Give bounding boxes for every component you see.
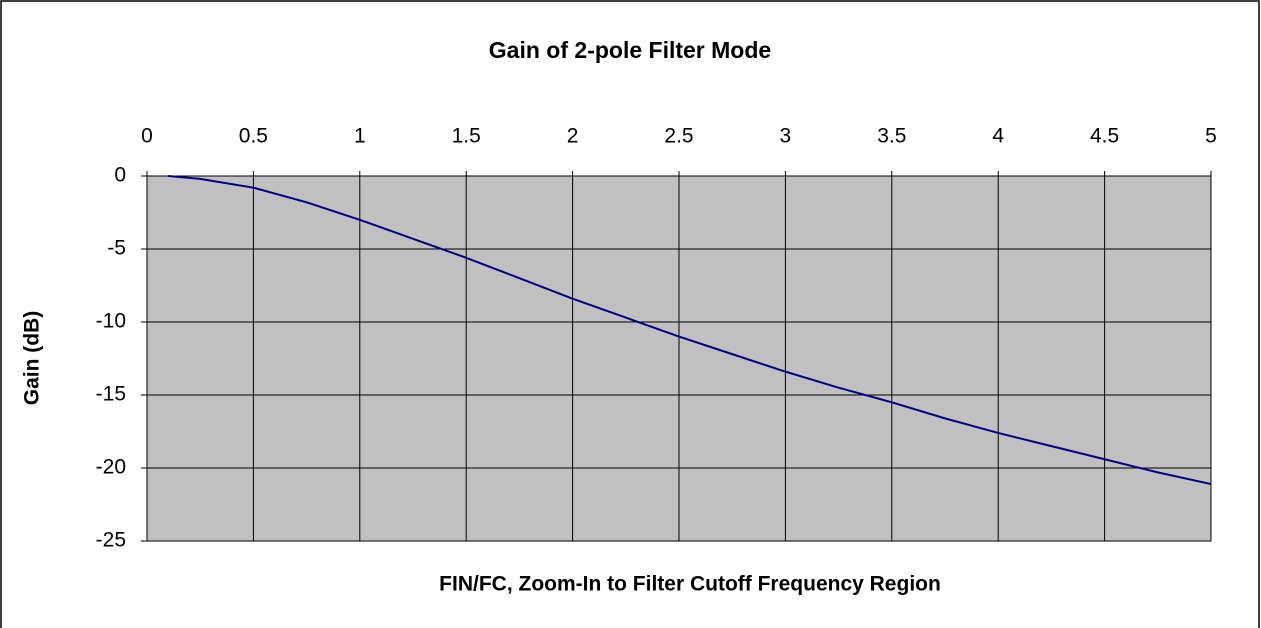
- x-tick-label: 4.5: [1090, 125, 1119, 148]
- y-tick-label: -15: [96, 383, 126, 406]
- chart-title: Gain of 2-pole Filter Mode: [489, 37, 771, 63]
- x-tick-label: 0.5: [239, 125, 268, 148]
- x-tick-label: 4: [992, 125, 1004, 148]
- x-tick-label: 1: [354, 125, 366, 148]
- x-axis-label: FIN/FC, Zoom-In to Filter Cutoff Frequen…: [439, 573, 941, 596]
- y-tick-label: 0: [114, 164, 126, 187]
- x-tick-label: 5: [1205, 125, 1217, 148]
- y-tick-label: -10: [96, 310, 126, 333]
- y-axis-label: Gain (dB): [21, 311, 44, 406]
- x-tick-label: 3: [780, 125, 792, 148]
- x-tick-label: 2: [567, 125, 579, 148]
- data-line: [168, 175, 1212, 486]
- x-tick-label: 2.5: [664, 125, 693, 148]
- x-tick-label: 0: [141, 125, 153, 148]
- y-tick-label: -5: [107, 237, 126, 260]
- x-tick-label: 3.5: [877, 125, 906, 148]
- x-tick-label: 1.5: [452, 125, 481, 148]
- y-tick-label: -25: [96, 529, 126, 552]
- y-tick-label: -20: [96, 456, 126, 479]
